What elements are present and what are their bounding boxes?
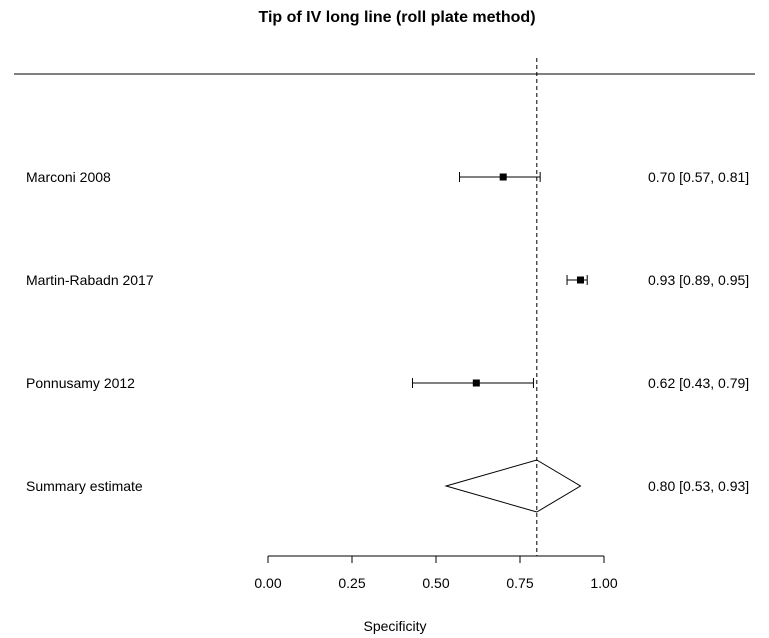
study-name: Ponnusamy 2012 bbox=[26, 375, 135, 391]
point-estimate bbox=[576, 276, 584, 284]
estimate-label: 0.62 [0.43, 0.79] bbox=[648, 375, 749, 391]
x-tick-label: 0.00 bbox=[254, 575, 281, 591]
summary-name: Summary estimate bbox=[26, 478, 143, 494]
summary-diamond bbox=[444, 459, 582, 513]
summary-label: 0.80 [0.53, 0.93] bbox=[648, 478, 749, 494]
x-axis: 0.00 0.25 0.50 0.75 1.00 bbox=[254, 555, 618, 591]
point-estimate bbox=[499, 173, 507, 181]
study-name: Martin-Rabadn 2017 bbox=[26, 272, 154, 288]
chart-title: Tip of IV long line (roll plate method) bbox=[258, 9, 535, 26]
x-tick-label: 0.50 bbox=[422, 575, 449, 591]
study-row: Ponnusamy 2012 0.62 [0.43, 0.79] bbox=[26, 375, 749, 391]
estimate-label: 0.93 [0.89, 0.95] bbox=[648, 272, 749, 288]
x-axis-label: Specificity bbox=[363, 618, 426, 634]
summary-row: Summary estimate 0.80 [0.53, 0.93] bbox=[26, 459, 749, 513]
study-name: Marconi 2008 bbox=[26, 169, 111, 185]
estimate-label: 0.70 [0.57, 0.81] bbox=[648, 169, 749, 185]
study-row: Marconi 2008 0.70 [0.57, 0.81] bbox=[26, 169, 749, 185]
study-rows: Marconi 2008 0.70 [0.57, 0.81] Martin-Raba… bbox=[26, 169, 749, 391]
study-row: Martin-Rabadn 2017 0.93 [0.89, 0.95] bbox=[26, 272, 749, 288]
point-estimate bbox=[472, 379, 480, 387]
x-tick-label: 1.00 bbox=[590, 575, 617, 591]
x-tick-label: 0.25 bbox=[338, 575, 365, 591]
x-tick-label: 0.75 bbox=[506, 575, 533, 591]
